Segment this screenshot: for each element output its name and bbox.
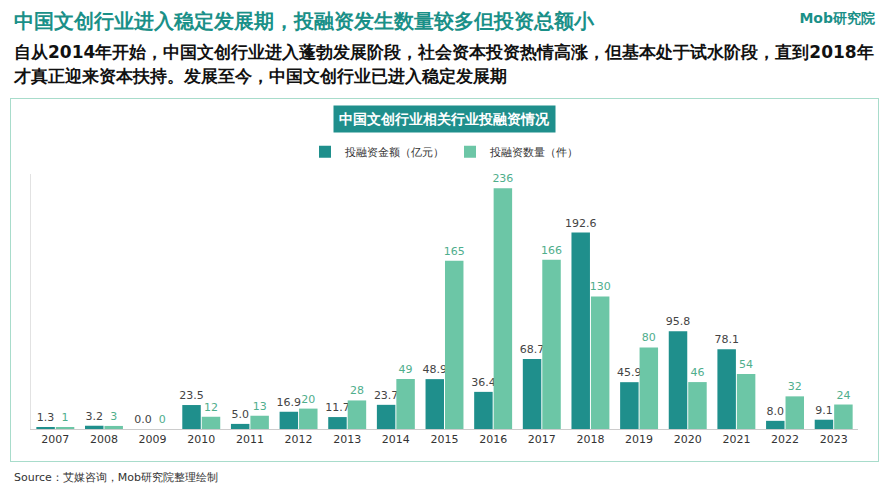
svg-text:49: 49 bbox=[399, 363, 413, 376]
html-text:Source：艾媒咨询，Mob研究院整理绘制: Source：艾媒咨询，Mob研究院整理绘制 bbox=[14, 471, 218, 484]
svg-text:78.1: 78.1 bbox=[714, 333, 739, 346]
svg-text:投融资金额（亿元）: 投融资金额（亿元） bbox=[344, 146, 444, 159]
svg-text:68.7: 68.7 bbox=[520, 343, 545, 356]
svg-text:8.0: 8.0 bbox=[767, 405, 785, 418]
svg-text:95.8: 95.8 bbox=[666, 315, 691, 328]
svg-text:2020: 2020 bbox=[674, 433, 702, 446]
html-text:Mob研究院: Mob研究院 bbox=[799, 10, 875, 26]
svg-text:2013: 2013 bbox=[333, 433, 361, 446]
svg-text:13: 13 bbox=[253, 400, 267, 413]
svg-text:2012: 2012 bbox=[285, 433, 313, 446]
svg-text:3: 3 bbox=[110, 410, 117, 423]
svg-text:9.1: 9.1 bbox=[815, 404, 833, 417]
svg-text:2010: 2010 bbox=[187, 433, 215, 446]
svg-text:11.7: 11.7 bbox=[325, 401, 350, 414]
html-text:自从2014年开始，中国文创行业进入蓬勃发展阶段，社会资本投: 自从2014年开始，中国文创行业进入蓬勃发展阶段，社会资本投资热情高涨，但基本处… bbox=[14, 42, 874, 86]
svg-text:20: 20 bbox=[301, 393, 315, 406]
svg-text:3.2: 3.2 bbox=[85, 410, 103, 423]
svg-text:23.5: 23.5 bbox=[179, 389, 204, 402]
svg-text:0.0: 0.0 bbox=[134, 413, 152, 426]
svg-text:165: 165 bbox=[444, 245, 465, 258]
svg-text:2016: 2016 bbox=[479, 433, 507, 446]
svg-text:12: 12 bbox=[204, 401, 218, 414]
svg-text:2008: 2008 bbox=[90, 433, 118, 446]
svg-text:投融资数量（件）: 投融资数量（件） bbox=[489, 146, 578, 159]
svg-text:2014: 2014 bbox=[382, 433, 410, 446]
svg-text:2021: 2021 bbox=[722, 433, 750, 446]
svg-text:2011: 2011 bbox=[236, 433, 264, 446]
svg-text:1.3: 1.3 bbox=[37, 411, 55, 424]
svg-text:2007: 2007 bbox=[41, 433, 69, 446]
svg-text:166: 166 bbox=[541, 244, 562, 257]
svg-text:2017: 2017 bbox=[528, 433, 556, 446]
svg-text:28: 28 bbox=[350, 384, 364, 397]
svg-text:48.9: 48.9 bbox=[423, 363, 448, 376]
svg-text:2018: 2018 bbox=[576, 433, 604, 446]
svg-text:24: 24 bbox=[836, 389, 850, 402]
svg-text:36.4: 36.4 bbox=[471, 376, 496, 389]
svg-text:130: 130 bbox=[590, 280, 611, 293]
svg-text:中国文创行业相关行业投融资情况: 中国文创行业相关行业投融资情况 bbox=[339, 111, 550, 127]
svg-text:23.7: 23.7 bbox=[374, 389, 399, 402]
svg-text:16.9: 16.9 bbox=[277, 396, 302, 409]
svg-text:45.9: 45.9 bbox=[617, 366, 642, 379]
html-text:中国文创行业进入稳定发展期，投融资发生数量较多但投资总额小: 中国文创行业进入稳定发展期，投融资发生数量较多但投资总额小 bbox=[14, 9, 594, 33]
svg-text:2015: 2015 bbox=[431, 433, 459, 446]
svg-text:2019: 2019 bbox=[625, 433, 653, 446]
svg-text:2023: 2023 bbox=[820, 433, 848, 446]
svg-text:236: 236 bbox=[492, 172, 513, 185]
svg-text:32: 32 bbox=[788, 380, 802, 393]
svg-text:192.6: 192.6 bbox=[565, 217, 597, 230]
svg-text:0: 0 bbox=[159, 413, 166, 426]
svg-text:5.0: 5.0 bbox=[231, 408, 249, 421]
svg-text:80: 80 bbox=[642, 331, 656, 344]
svg-text:1: 1 bbox=[62, 411, 69, 424]
svg-text:46: 46 bbox=[690, 366, 704, 379]
svg-text:2009: 2009 bbox=[139, 433, 167, 446]
svg-text:2022: 2022 bbox=[771, 433, 799, 446]
svg-text:54: 54 bbox=[739, 358, 753, 371]
